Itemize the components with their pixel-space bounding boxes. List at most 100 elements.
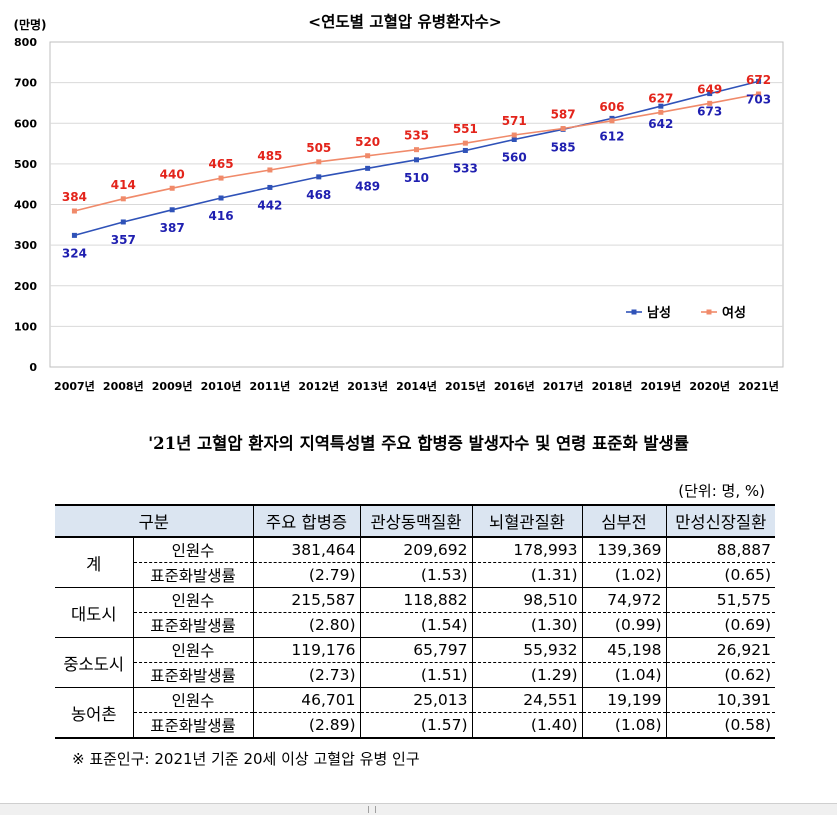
x-tick-label: 2017년: [543, 379, 584, 393]
row-label: 인원수: [133, 587, 254, 613]
data-label: 440: [160, 167, 185, 181]
data-point: [169, 207, 175, 213]
data-point: [316, 159, 322, 165]
data-point: [71, 232, 77, 238]
data-label: 672: [746, 73, 771, 87]
row-label: 인원수: [133, 537, 254, 563]
count-cell: 46,701: [253, 687, 361, 713]
data-point: [120, 219, 126, 225]
rate-cell: (0.69): [666, 612, 775, 638]
y-tick-label: 200: [14, 280, 37, 293]
count-cell: 178,993: [472, 537, 583, 563]
count-cell: 118,882: [360, 587, 473, 613]
x-tick-label: 2021년: [738, 379, 779, 393]
x-tick-label: 2013년: [347, 379, 388, 393]
data-point: [756, 78, 762, 84]
table-row: 대도시 인원수 215,587 118,882 98,510 74,972 51,575: [55, 587, 775, 638]
header-cerebrovascular: 뇌혈관질환: [471, 504, 583, 538]
data-point: [267, 167, 273, 173]
rate-cell: (2.89): [253, 712, 361, 739]
row-label: 표준화발생률: [133, 712, 254, 739]
count-cell: 25,013: [360, 687, 473, 713]
region-cell: 농어촌: [55, 687, 134, 739]
data-label: 606: [599, 100, 624, 114]
data-label: 465: [209, 157, 234, 171]
table-row: 표준화발생률 (2.73) (1.51) (1.29) (1.04) (0.62): [55, 662, 775, 688]
count-cell: 10,391: [666, 687, 775, 713]
region-cell: 중소도시: [55, 637, 134, 688]
data-point: [462, 147, 468, 153]
data-point: [414, 147, 419, 153]
data-point: [658, 109, 664, 115]
data-label: 468: [306, 188, 331, 202]
data-label: 324: [62, 246, 87, 260]
data-label: 357: [111, 233, 136, 247]
data-label: 585: [551, 140, 576, 154]
count-cell: 24,551: [472, 687, 583, 713]
data-point: [707, 91, 713, 97]
unit-note: (단위: 명, %): [678, 482, 765, 500]
count-cell: 19,199: [582, 687, 667, 713]
x-tick-label: 2014년: [396, 379, 437, 393]
data-point: [316, 174, 322, 180]
y-tick-label: 100: [14, 320, 37, 333]
rate-cell: (1.57): [360, 712, 473, 739]
data-label: 642: [648, 117, 673, 131]
table-row: 표준화발생률 (2.80) (1.54) (1.30) (0.99) (0.69): [55, 612, 775, 638]
data-point: [169, 185, 175, 191]
x-tick-label: 2018년: [592, 379, 633, 393]
count-cell: 209,692: [360, 537, 473, 563]
data-label: 520: [355, 135, 380, 149]
data-point: [707, 100, 713, 106]
count-cell: 74,972: [582, 587, 667, 613]
x-tick-label: 2012년: [298, 379, 339, 393]
data-point: [560, 126, 566, 132]
header-major-complication: 주요 합병증: [252, 504, 361, 538]
legend-label: 남성: [647, 305, 671, 321]
count-cell: 98,510: [472, 587, 583, 613]
data-label: 414: [111, 178, 136, 192]
x-tick-label: 2007년: [54, 379, 95, 393]
rate-cell: (1.40): [472, 712, 583, 739]
horizontal-scrollbar[interactable]: [0, 803, 837, 815]
data-label: 489: [355, 179, 380, 193]
rate-cell: (1.29): [472, 662, 583, 688]
header-coronary: 관상동맥질환: [359, 504, 473, 538]
data-label: 442: [257, 198, 282, 212]
legend-marker: [631, 309, 637, 315]
header-ckd: 만성신장질환: [665, 504, 775, 538]
count-cell: 51,575: [666, 587, 775, 613]
count-cell: 119,176: [253, 637, 361, 663]
x-tick-label: 2011년: [250, 379, 291, 393]
data-label: 649: [697, 82, 722, 96]
rate-cell: (1.04): [582, 662, 667, 688]
data-label: 533: [453, 161, 478, 175]
data-point: [511, 132, 517, 138]
x-tick-label: 2016년: [494, 379, 535, 393]
data-point: [414, 157, 419, 163]
x-tick-label: 2015년: [445, 379, 486, 393]
data-point: [218, 195, 224, 201]
data-point: [756, 91, 762, 97]
data-point: [365, 165, 371, 171]
data-label: 510: [404, 171, 429, 185]
rate-cell: (1.53): [360, 562, 473, 588]
data-label: 551: [453, 122, 478, 136]
legend-label: 여성: [722, 305, 746, 321]
y-tick-label: 300: [14, 239, 37, 252]
data-label: 627: [648, 91, 673, 105]
x-tick-label: 2010년: [201, 379, 242, 393]
y-tick-label: 700: [14, 77, 37, 90]
region-cell: 대도시: [55, 587, 134, 638]
data-point: [120, 196, 126, 202]
rate-cell: (2.79): [253, 562, 361, 588]
scrollbar-grip-icon[interactable]: [368, 806, 376, 813]
footnote: ※ 표준인구: 2021년 기준 20세 이상 고혈압 유병 인구: [72, 750, 420, 768]
chart-title: <연도별 고혈압 유병환자수>: [308, 12, 502, 31]
rate-cell: (1.54): [360, 612, 473, 638]
data-label: 560: [502, 151, 527, 165]
complication-table: 구분 주요 합병증 관상동맥질환 뇌혈관질환 심부전 만성신장질환 계 인원수 38…: [55, 504, 775, 739]
y-tick-label: 600: [14, 117, 37, 130]
row-label: 표준화발생률: [133, 562, 254, 588]
table-row: 표준화발생률 (2.89) (1.57) (1.40) (1.08) (0.58): [55, 712, 775, 739]
